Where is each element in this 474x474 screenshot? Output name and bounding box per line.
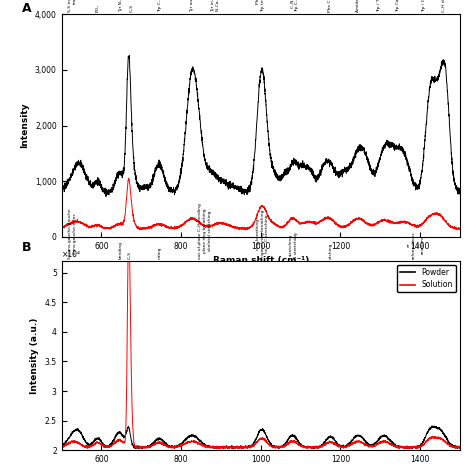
Text: stretching
N stretching: stretching N stretching [289,232,298,259]
Text: er
reformations
u
rmations: er reformations u rmations [407,231,425,259]
Text: PO₄: PO₄ [95,4,100,12]
Text: Tyr N–H bending: Tyr N–H bending [118,0,123,12]
Text: C–H deformations: C–H deformations [442,0,446,12]
X-axis label: Raman shift (cm⁻¹): Raman shift (cm⁻¹) [212,256,309,265]
Text: Arg
C–N stretching
Trp C–N stretching: Arg C–N stretching Trp C–N stretching [286,0,299,12]
Text: C–S: C–S [129,4,133,12]
Text: ring breathing
trigonal ring breathing
he C–C stretching: ring breathing trigonal ring breathing h… [256,210,269,259]
Text: Phe C–C stretching: Phe C–C stretching [328,0,332,12]
Text: nding: nding [157,246,161,259]
Text: B: B [22,241,31,254]
Text: Tyr out-of-plane ring breathing: Tyr out-of-plane ring breathing [190,0,194,12]
Legend: Powder, Solution: Powder, Solution [397,264,456,292]
Y-axis label: Intensity (a.u.): Intensity (a.u.) [30,317,39,394]
Text: bending: bending [118,241,123,259]
Text: Trp / Glu: Trp / Glu [422,0,426,12]
Text: Tyr in-plane ring breathing
N-Ca-C skeletal stretching
Val: Tyr in-plane ring breathing N-Ca-C skele… [211,0,225,12]
Text: Trp C–H bending: Trp C–H bending [158,0,163,12]
Text: S trans-gauche-gauche
trans-gauche-trans: S trans-gauche-gauche trans-gauche-trans [68,208,77,259]
Text: ×10⁴: ×10⁴ [62,250,81,259]
Text: Phe ring breathing
Trp trigonal ring breathing
Phe C–C str: Phe ring breathing Trp trigonal ring bre… [256,0,269,12]
Text: out-of-plane C–H bending
plane ring breathing
skeletal stretching: out-of-plane C–H bending plane ring brea… [198,203,211,259]
Text: Trp / Tyr / Ser: Trp / Tyr / Ser [377,0,382,12]
Text: S-S trans-gauche-gauche-
trans-gauche-trans: S-S trans-gauche-gauche- trans-gauche-tr… [68,0,77,12]
Text: C–S: C–S [128,251,132,259]
Text: Trp Ca–H deformations: Trp Ca–H deformations [396,0,400,12]
Text: Amide III: Amide III [356,0,360,12]
Text: A: A [22,2,31,15]
Y-axis label: Intensity: Intensity [20,103,29,148]
Text: etching: etching [328,242,332,259]
